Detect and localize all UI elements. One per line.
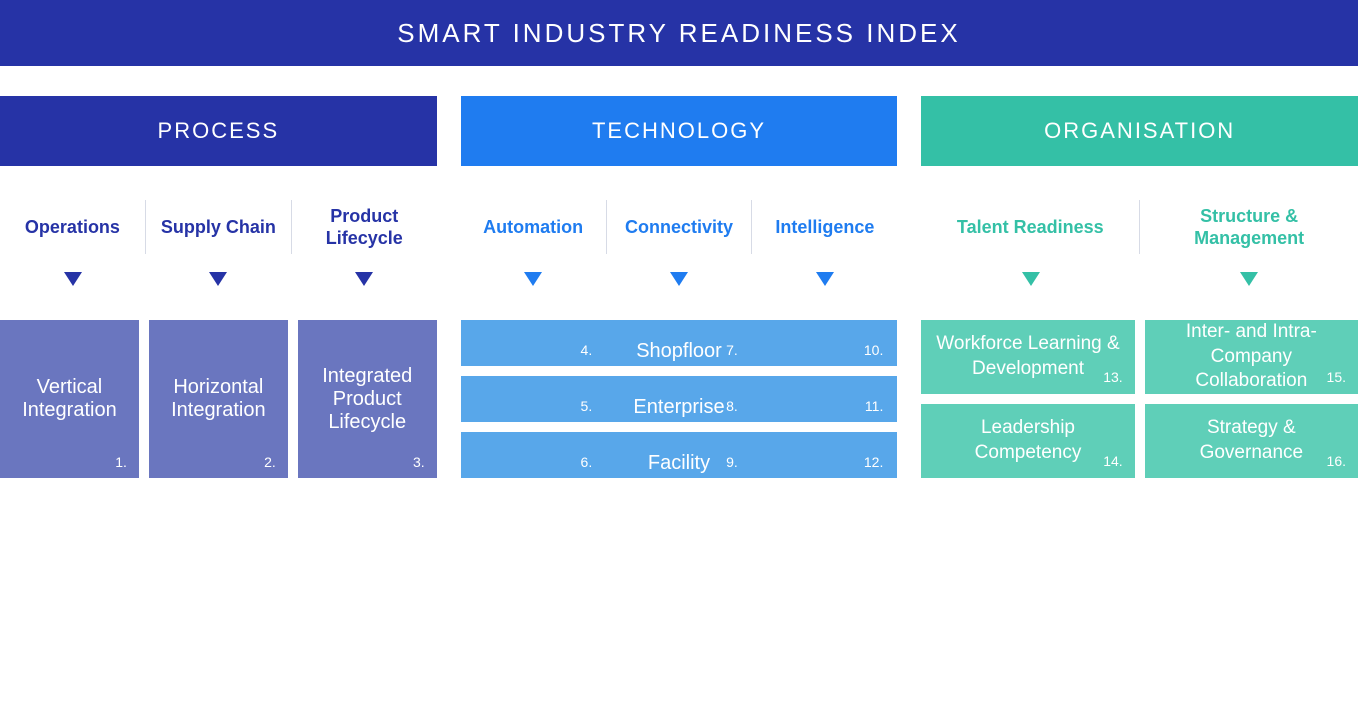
- tech-rows: Shopfloor4.7.10. Enterprise5.8.11. Facilit…: [461, 320, 898, 478]
- dimension-label: Horizontal Integration: [157, 376, 280, 422]
- pillar-header: ORGANISATION: [921, 96, 1358, 166]
- arrow-cell: [146, 272, 292, 286]
- dimension-number: 14.: [1103, 452, 1122, 470]
- arrow-cell: [606, 272, 752, 286]
- pillar-header: TECHNOLOGY: [461, 96, 898, 166]
- arrow-cell: [461, 272, 607, 286]
- subcategory-row: AutomationConnectivityIntelligence: [461, 200, 898, 254]
- pillar-header: PROCESS: [0, 96, 437, 166]
- dimension-number: 9.: [606, 454, 752, 470]
- pillar-organisation: ORGANISATION Talent ReadinessStructure & …: [921, 96, 1358, 478]
- dimension-label: Leadership Competency: [935, 416, 1120, 465]
- org-grid: Workforce Learning & Development13.Inter…: [921, 320, 1358, 478]
- dimension-box: Vertical Integration 1.: [0, 320, 139, 478]
- subcategory-label: Intelligence: [751, 200, 897, 254]
- arrow-row: [921, 272, 1358, 286]
- dimension-label: Inter- and Intra-Company Collaboration: [1159, 320, 1344, 394]
- subcategory-label: Structure & Management: [1139, 200, 1358, 254]
- dimension-number: 15.: [1327, 368, 1346, 386]
- boxes-area: Workforce Learning & Development13.Inter…: [921, 320, 1358, 478]
- arrow-cell: [291, 272, 437, 286]
- tech-row-numbers: 5.8.11.: [461, 398, 898, 414]
- dimension-number: 5.: [461, 398, 607, 414]
- dimension-label: Workforce Learning & Development: [935, 332, 1120, 381]
- dimension-box: Horizontal Integration 2.: [149, 320, 288, 478]
- chevron-down-icon: [1022, 272, 1040, 286]
- dimension-label: Strategy & Governance: [1159, 416, 1344, 465]
- title-bar: SMART INDUSTRY READINESS INDEX: [0, 0, 1358, 66]
- dimension-number: 7.: [606, 342, 752, 358]
- dimension-box: Workforce Learning & Development13.: [921, 320, 1134, 394]
- dimension-number: 16.: [1327, 452, 1346, 470]
- chevron-down-icon: [816, 272, 834, 286]
- dimension-number: 12.: [752, 454, 898, 470]
- dimension-label: Vertical Integration: [8, 376, 131, 422]
- tech-row: Enterprise5.8.11.: [461, 376, 898, 422]
- dimension-number: 8.: [606, 398, 752, 414]
- boxes-area: Vertical Integration 1. Horizontal Integra…: [0, 320, 437, 478]
- arrow-cell: [1140, 272, 1358, 286]
- subcategory-label: Operations: [0, 200, 145, 254]
- chevron-down-icon: [355, 272, 373, 286]
- dimension-number: 3.: [413, 454, 425, 470]
- chevron-down-icon: [209, 272, 227, 286]
- subcategory-row: Talent ReadinessStructure & Management: [921, 200, 1358, 254]
- arrow-row: [0, 272, 437, 286]
- boxes-area: Shopfloor4.7.10. Enterprise5.8.11. Facilit…: [461, 320, 898, 478]
- tech-row-numbers: 4.7.10.: [461, 342, 898, 358]
- dimension-box: Leadership Competency14.: [921, 404, 1134, 478]
- subcategory-label: Talent Readiness: [921, 200, 1139, 254]
- arrow-cell: [921, 272, 1139, 286]
- dimension-box: Strategy & Governance16.: [1145, 404, 1358, 478]
- tech-row: Shopfloor4.7.10.: [461, 320, 898, 366]
- dimension-box: Integrated Product Lifecycle 3.: [298, 320, 437, 478]
- dimension-box: Inter- and Intra-Company Collaboration15…: [1145, 320, 1358, 394]
- subcategory-label: Automation: [461, 200, 606, 254]
- chevron-down-icon: [1240, 272, 1258, 286]
- subcategory-label: Supply Chain: [145, 200, 291, 254]
- tech-row-numbers: 6.9.12.: [461, 454, 898, 470]
- dimension-number: 13.: [1103, 368, 1122, 386]
- dimension-number: 2.: [264, 454, 276, 470]
- subcategory-row: OperationsSupply ChainProduct Lifecycle: [0, 200, 437, 254]
- chevron-down-icon: [64, 272, 82, 286]
- arrow-row: [461, 272, 898, 286]
- pillar-technology: TECHNOLOGY AutomationConnectivityIntellig…: [461, 96, 898, 478]
- arrow-cell: [0, 272, 146, 286]
- chevron-down-icon: [670, 272, 688, 286]
- arrow-cell: [752, 272, 898, 286]
- dimension-label: Integrated Product Lifecycle: [306, 365, 429, 434]
- subcategory-label: Connectivity: [606, 200, 752, 254]
- subcategory-label: Product Lifecycle: [291, 200, 437, 254]
- dimension-number: 1.: [115, 454, 127, 470]
- dimension-number: 6.: [461, 454, 607, 470]
- chevron-down-icon: [524, 272, 542, 286]
- dimension-number: 10.: [752, 342, 898, 358]
- tech-row: Facility6.9.12.: [461, 432, 898, 478]
- dimension-number: 4.: [461, 342, 607, 358]
- pillar-process: PROCESS OperationsSupply ChainProduct Lif…: [0, 96, 437, 478]
- pillars-container: PROCESS OperationsSupply ChainProduct Lif…: [0, 96, 1358, 478]
- dimension-number: 11.: [752, 398, 898, 414]
